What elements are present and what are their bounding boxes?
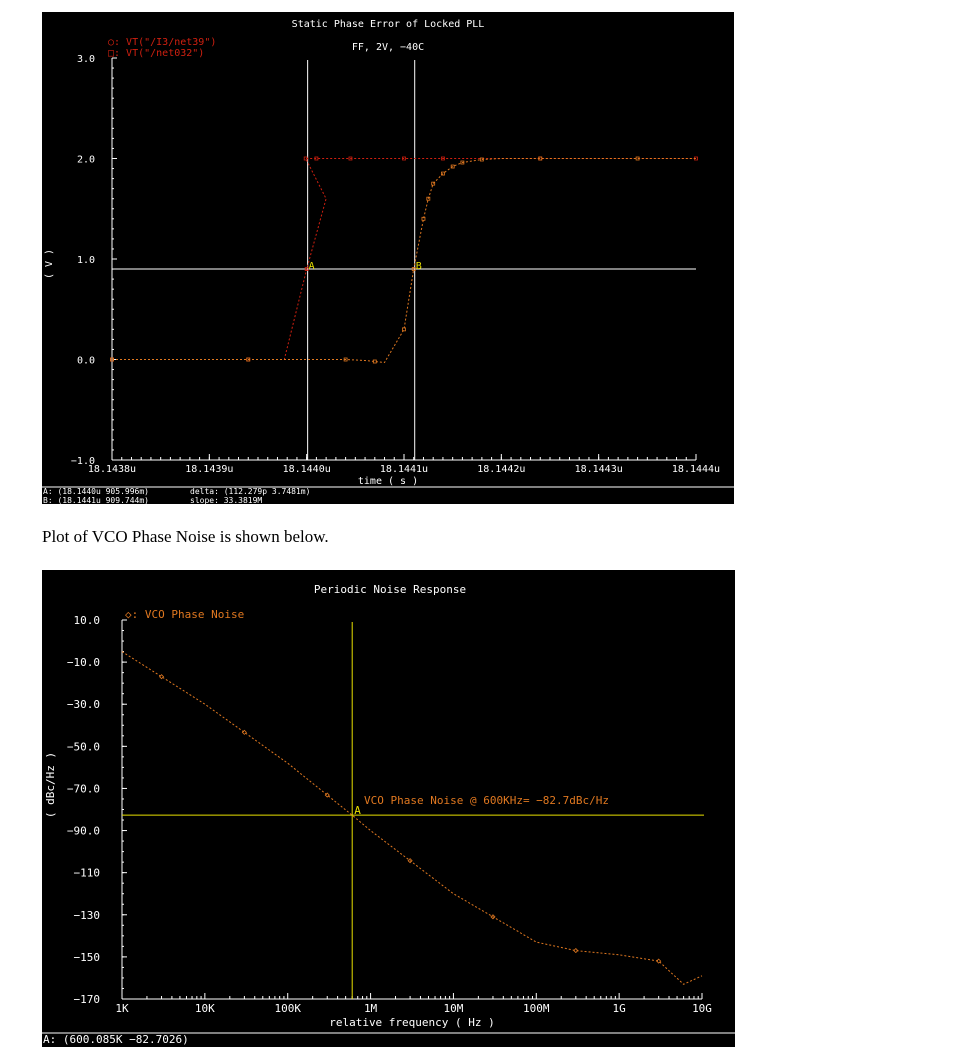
- series-point: [490, 914, 496, 920]
- x-tick-label: 100K: [274, 1002, 301, 1015]
- x-tick-label: 18.1438u: [88, 464, 136, 475]
- chart-subtitle: FF, 2V, −40C: [352, 42, 424, 53]
- chart-title: Periodic Noise Response: [314, 583, 466, 596]
- series-2-point: [402, 327, 406, 332]
- series-2-point: [441, 171, 445, 176]
- y-tick-label: −130: [74, 909, 101, 922]
- x-tick-label: 18.1439u: [185, 464, 233, 475]
- y-tick-label: 2.0: [77, 155, 95, 166]
- series-1-point: [304, 267, 309, 271]
- y-tick-label: −110: [74, 867, 101, 880]
- series-2-point: [450, 164, 455, 169]
- x-tick-label: 18.1440u: [283, 464, 331, 475]
- legend-entry-2: □: VT("/net032"): [108, 48, 204, 59]
- series-2-point: [431, 181, 436, 186]
- y-tick-label: −10.0: [67, 656, 100, 669]
- series-1-point: [303, 156, 308, 161]
- x-tick-label: 10M: [443, 1002, 463, 1015]
- y-tick-label: −150: [74, 951, 101, 964]
- y-axis-label: ( dBc/Hz ): [44, 752, 57, 818]
- series-point: [573, 948, 579, 954]
- series-1-point: [441, 156, 445, 161]
- x-tick-label: 100M: [523, 1002, 550, 1015]
- x-tick-label: 1M: [364, 1002, 378, 1015]
- y-tick-label: −30.0: [67, 698, 100, 711]
- annotation-text: VCO Phase Noise @ 600KHz= −82.7dBc/Hz: [364, 794, 609, 807]
- x-axis-label: relative frequency ( Hz ): [329, 1016, 495, 1029]
- series-2-point: [538, 156, 543, 161]
- readout-slope: slope: 33.3819M: [190, 496, 262, 504]
- phase-noise-plot: Periodic Noise Response ◇: VCO Phase Nois…: [42, 570, 735, 1047]
- y-tick-label: 1.0: [77, 255, 95, 266]
- phase-error-chart: Static Phase Error of Locked PLL FF, 2V, …: [42, 19, 734, 504]
- legend-entry: ◇: VCO Phase Noise: [125, 608, 244, 621]
- y-tick-label: −1.0: [71, 456, 95, 467]
- readout-a: A: (18.1440u 905.996m): [43, 487, 149, 496]
- y-tick-label: −170: [74, 993, 101, 1006]
- series-point: [241, 729, 247, 735]
- phase-error-plot: Static Phase Error of Locked PLL FF, 2V, …: [42, 12, 734, 504]
- series-2-point: [460, 160, 465, 165]
- y-tick-label: −70.0: [67, 782, 100, 795]
- series-line-2: [112, 158, 696, 364]
- series-2-point: [411, 267, 416, 271]
- readout-delta: delta: (112.279p 3.7481m): [190, 487, 310, 496]
- readout-a: A: (600.085K −82.7026): [43, 1033, 189, 1046]
- series-2-point: [479, 157, 484, 162]
- series-point: [407, 858, 413, 864]
- series-line-1: [112, 158, 696, 360]
- series-2-point: [421, 216, 426, 221]
- phase-noise-chart: Periodic Noise Response ◇: VCO Phase Nois…: [42, 583, 735, 1046]
- series-2-point: [343, 357, 348, 362]
- caption-text: Plot of VCO Phase Noise is shown below.: [42, 527, 329, 546]
- series-line: [121, 651, 703, 985]
- y-tick-label: −50.0: [67, 740, 100, 753]
- marker-label-A: A: [354, 804, 361, 817]
- y-axis-label: ( V ): [44, 249, 55, 279]
- series-2-point: [246, 357, 251, 362]
- chart-title: Static Phase Error of Locked PLL: [292, 19, 485, 30]
- series-point: [324, 792, 330, 798]
- y-tick-label: −90.0: [67, 825, 100, 838]
- marker-label-B: B: [416, 261, 422, 272]
- x-tick-label: 18.1441u: [380, 464, 428, 475]
- series-2-point: [426, 196, 431, 201]
- x-axis-label: time ( s ): [358, 476, 418, 487]
- legend-entry-1: ○: VT("/I3/net39"): [108, 37, 216, 48]
- readout-b: B: (18.1441u 909.744m): [43, 496, 149, 504]
- x-tick-label: 10K: [195, 1002, 215, 1015]
- series-2-point: [110, 357, 114, 362]
- series-point: [158, 674, 165, 680]
- series-1-point: [314, 156, 319, 161]
- x-tick-label: 10G: [692, 1002, 712, 1015]
- y-tick-label: 3.0: [77, 54, 95, 65]
- marker-label-A: A: [309, 261, 315, 272]
- series-2-point: [372, 359, 377, 364]
- x-tick-label: 1G: [613, 1002, 626, 1015]
- series-2-point: [635, 156, 640, 161]
- x-tick-label: 18.1442u: [477, 464, 525, 475]
- x-tick-label: 18.1444u: [672, 464, 720, 475]
- x-tick-label: 1K: [115, 1002, 129, 1015]
- x-tick-label: 18.1443u: [575, 464, 623, 475]
- series-point: [656, 958, 662, 964]
- y-tick-label: 0.0: [77, 356, 95, 367]
- series-1-point: [348, 156, 353, 161]
- y-tick-label: 10.0: [74, 614, 101, 627]
- series-1-point: [402, 156, 406, 161]
